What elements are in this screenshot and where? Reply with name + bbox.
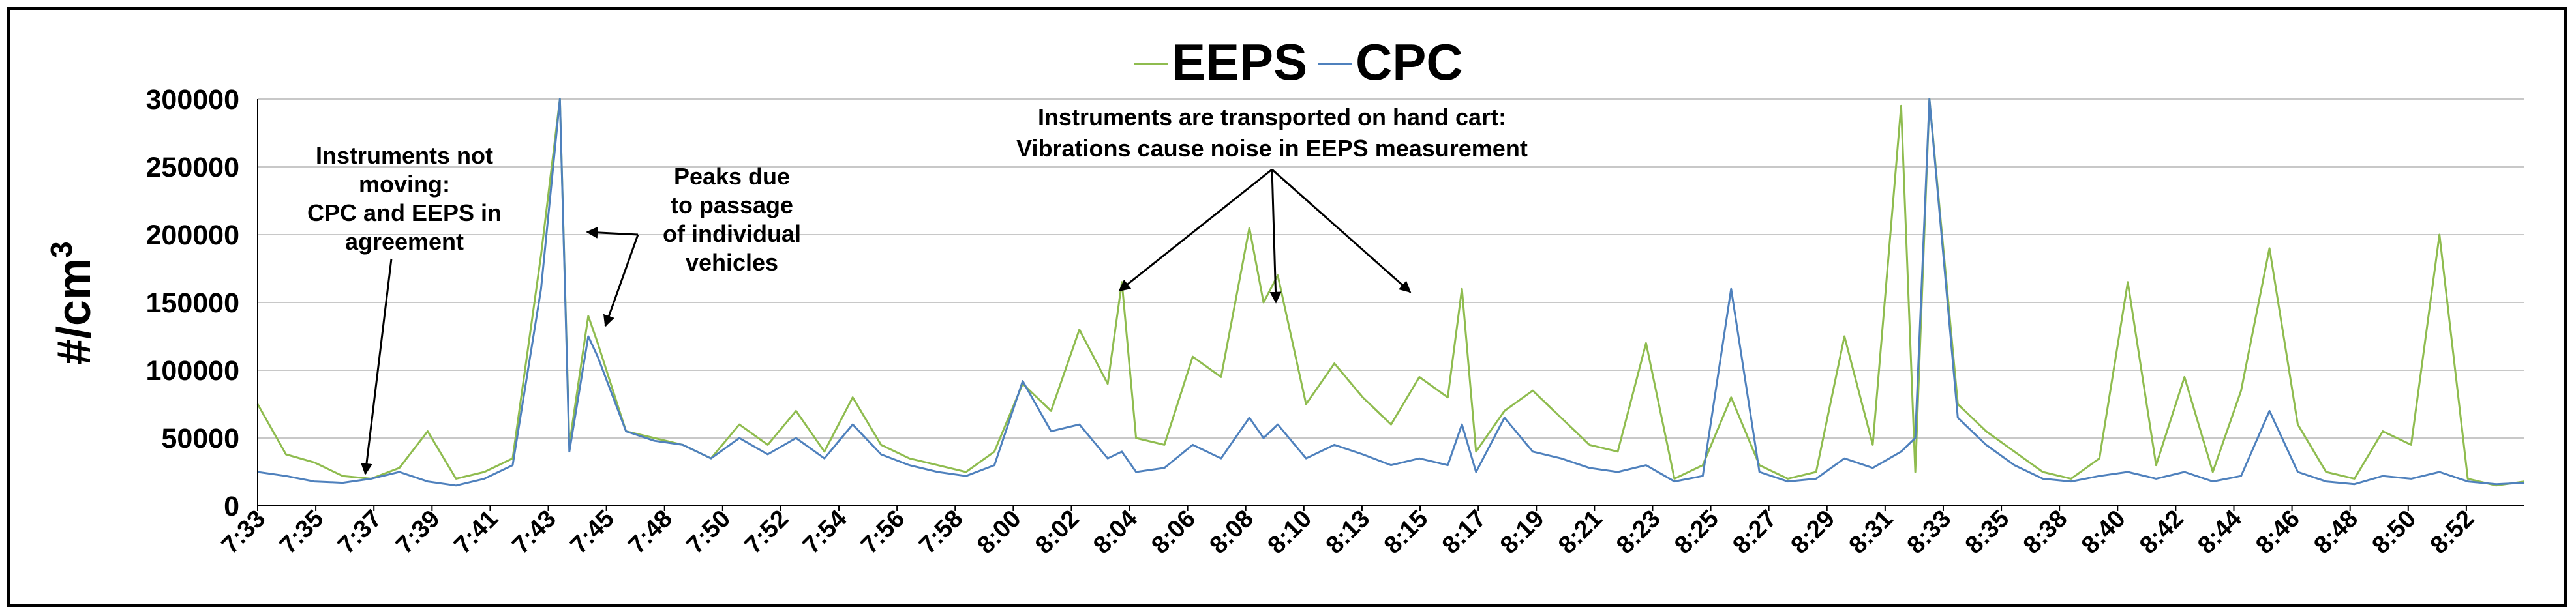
x-tick-label: 8:44 bbox=[2192, 505, 2247, 559]
annotation-line: CPC and EEPS in bbox=[307, 199, 502, 226]
y-axis-label-superscript: 3 bbox=[44, 241, 78, 258]
y-tick-label: 100000 bbox=[146, 355, 240, 387]
annotation-line: agreement bbox=[345, 228, 464, 255]
x-tick-label: 8:13 bbox=[1321, 505, 1375, 559]
x-tick-label: 8:27 bbox=[1728, 505, 1782, 559]
series-line-cpc bbox=[257, 98, 2525, 487]
annotation-line: to passage bbox=[671, 192, 793, 218]
x-tick-label: 8:48 bbox=[2309, 505, 2363, 559]
annotation-not-moving: Instruments not moving: CPC and EEPS in … bbox=[307, 142, 502, 475]
annotation-line: Vibrations cause noise in EEPS measureme… bbox=[1016, 135, 1528, 162]
x-tick-label: 7:52 bbox=[740, 505, 794, 559]
y-axis-label: #/cm3 bbox=[44, 241, 100, 365]
annotation-line: vehicles bbox=[686, 249, 778, 276]
x-tick-label: 8:29 bbox=[1786, 505, 1840, 559]
annotation-line: Peaks due bbox=[674, 163, 790, 190]
x-tick-label: 7:39 bbox=[391, 505, 445, 559]
x-tick-label: 7:50 bbox=[682, 505, 736, 559]
x-tick-label: 7:58 bbox=[914, 505, 968, 559]
annotation-line: Instruments not bbox=[316, 142, 493, 169]
x-tick-label: 8:08 bbox=[1205, 505, 1259, 559]
annotation-arrow bbox=[603, 234, 639, 327]
annotation-arrow bbox=[1118, 168, 1273, 292]
series-lines bbox=[256, 98, 2525, 487]
y-tick-label: 0 bbox=[224, 491, 239, 522]
x-tick-label: 7:43 bbox=[507, 505, 561, 559]
y-axis-label-text: #/cm bbox=[48, 258, 100, 365]
x-tick-label: 8:50 bbox=[2367, 505, 2421, 559]
x-tick-label: 8:33 bbox=[1902, 505, 1956, 559]
x-tick-label: 8:52 bbox=[2425, 505, 2479, 559]
x-tick-label: 8:19 bbox=[1495, 505, 1549, 559]
x-tick-label: 8:00 bbox=[972, 505, 1026, 559]
x-tick-label: 8:21 bbox=[1553, 505, 1607, 559]
annotation-line: of individual bbox=[663, 220, 801, 247]
annotation-arrow bbox=[1269, 169, 1282, 304]
x-tick-label: 7:56 bbox=[856, 505, 910, 559]
y-tick-label: 50000 bbox=[161, 423, 239, 454]
x-tick-label: 8:15 bbox=[1379, 505, 1433, 559]
annotation-hand-cart: Instruments are transported on hand cart… bbox=[1016, 104, 1528, 304]
annotation-line: Instruments are transported on hand cart… bbox=[1038, 104, 1506, 130]
x-tick-label: 8:40 bbox=[2076, 505, 2130, 559]
gridlines bbox=[258, 98, 2524, 439]
y-tick-label: 250000 bbox=[146, 152, 240, 183]
x-tick-label: 8:42 bbox=[2134, 505, 2189, 559]
y-tick-label: 200000 bbox=[146, 220, 240, 251]
x-tick-label: 7:45 bbox=[565, 505, 619, 559]
annotation-arrow bbox=[361, 258, 393, 475]
x-tick-label: 8:04 bbox=[1088, 505, 1142, 559]
series-line-eeps bbox=[256, 98, 2525, 487]
x-tick-label: 7:54 bbox=[798, 505, 852, 559]
annotation-vehicle-peaks: Peaks due to passage of individual vehic… bbox=[586, 163, 801, 327]
x-tick-label: 8:31 bbox=[1844, 505, 1898, 559]
axis-lines bbox=[257, 99, 2524, 506]
svg-text:#/cm3: #/cm3 bbox=[44, 241, 100, 365]
x-tick-label: 8:35 bbox=[1960, 505, 2014, 559]
y-tick-label: 300000 bbox=[146, 84, 240, 115]
x-tick-label: 8:10 bbox=[1263, 505, 1317, 559]
annotation-line: moving: bbox=[359, 171, 450, 198]
x-tick-label: 7:37 bbox=[333, 505, 387, 559]
x-tick-label: 8:06 bbox=[1147, 505, 1201, 559]
x-tick-label: 7:48 bbox=[624, 505, 678, 559]
x-tick-label: 8:23 bbox=[1611, 505, 1665, 559]
x-tick-label: 8:25 bbox=[1669, 505, 1723, 559]
x-tick-label: 7:35 bbox=[275, 505, 329, 559]
legend: EEPS CPC bbox=[1134, 33, 1463, 91]
annotation-arrow bbox=[1271, 168, 1412, 293]
x-tick-label: 8:02 bbox=[1030, 505, 1084, 559]
x-tick-label: 7:41 bbox=[449, 505, 503, 559]
x-tick-label: 8:38 bbox=[2018, 505, 2072, 559]
x-tick-label: 8:46 bbox=[2250, 505, 2305, 559]
x-tick-label: 8:17 bbox=[1437, 505, 1491, 559]
x-axis-ticks: 7:33 7:35 7:37 7:39 7:41 7:43 7:45 7:48 7:50 7:52… bbox=[217, 505, 2479, 559]
y-axis-ticks: 0 50000 100000 150000 200000 250000 300000 bbox=[146, 84, 240, 522]
y-tick-label: 150000 bbox=[146, 287, 240, 319]
legend-label-cpc: CPC bbox=[1356, 33, 1463, 91]
chart-frame bbox=[7, 7, 2567, 607]
annotation-arrow bbox=[586, 226, 639, 239]
legend-label-eeps: EEPS bbox=[1172, 33, 1307, 91]
